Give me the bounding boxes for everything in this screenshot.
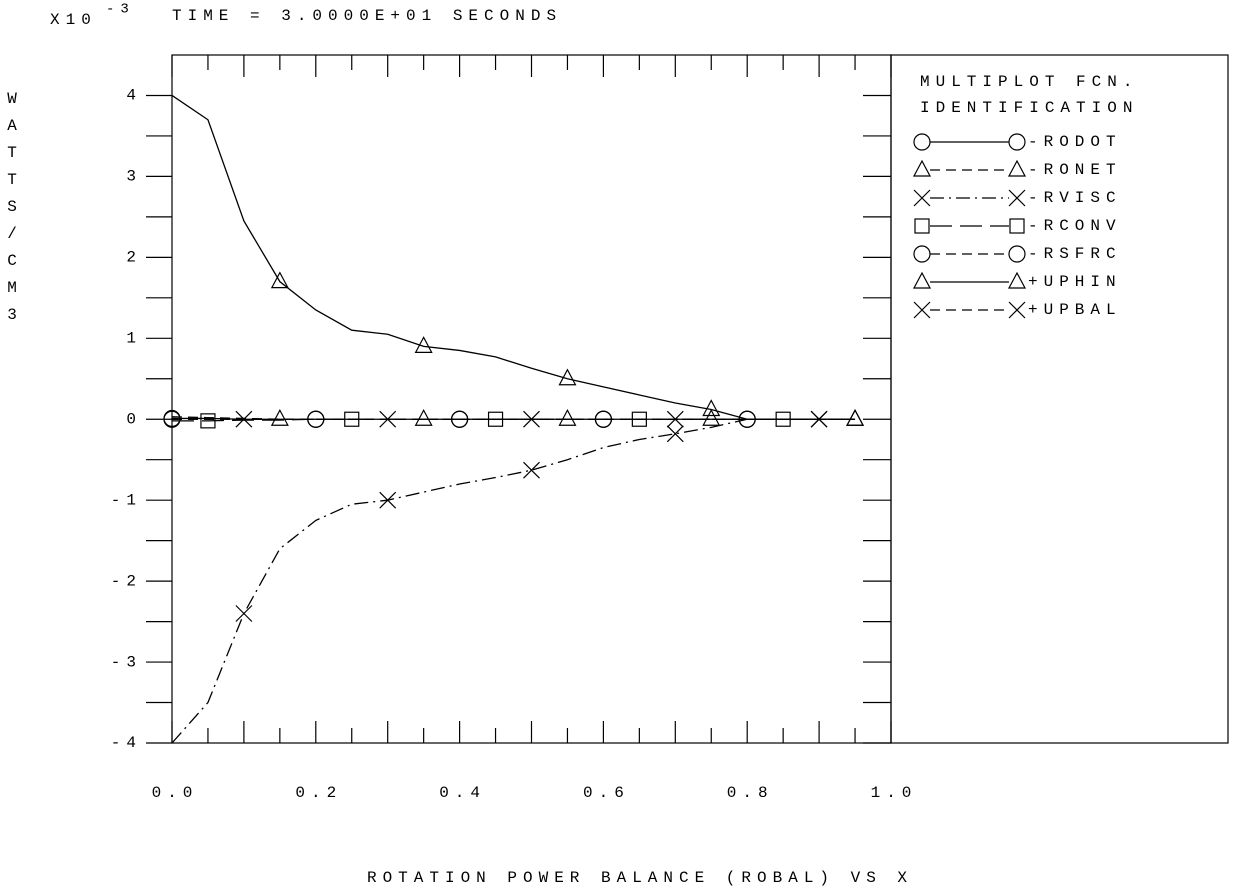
data-point: [666, 410, 684, 428]
y-tick-label: 1: [126, 330, 142, 348]
data-point: [846, 408, 865, 426]
x-tick-label: 0.6: [583, 784, 630, 802]
legend-marker: [1008, 301, 1026, 319]
legend-marker: [913, 159, 931, 177]
legend-label: -RONET: [1028, 161, 1122, 179]
y-tick-label: -1: [111, 491, 142, 509]
data-point: [200, 413, 216, 429]
legend-frame: [890, 54, 1229, 744]
y-tick-label: 4: [126, 87, 142, 105]
data-point: [702, 399, 721, 417]
data-point: [414, 408, 433, 426]
series-line: [171, 418, 856, 744]
legend-marker: [913, 301, 931, 319]
data-point: [666, 425, 684, 443]
y-tick-label: 2: [126, 249, 142, 267]
data-point: [235, 605, 253, 622]
legend-marker: [1008, 133, 1026, 151]
plot-frame: [171, 54, 892, 744]
legend-label: -RVISC: [1028, 189, 1122, 207]
x-tick-label: 0.8: [727, 784, 774, 802]
data-point: [846, 408, 865, 426]
legend-title: MULTIPLOT FCN.: [920, 73, 1138, 91]
y-tick-label: -2: [111, 572, 142, 590]
legend-marker: [1008, 159, 1026, 177]
data-point: [235, 410, 253, 428]
y-axis-label: WATTS/CM3: [3, 90, 21, 333]
data-point: [523, 410, 540, 428]
legend-marker: [914, 218, 930, 234]
chart-title: TIME = 3.0000E+01 SECONDS: [172, 7, 562, 25]
legend-marker: [913, 189, 931, 207]
data-point: [810, 410, 828, 428]
legend-marker: [913, 133, 931, 151]
data-point: [344, 411, 360, 427]
legend-marker: [1008, 271, 1026, 289]
data-point: [702, 408, 721, 426]
y-multiplier: X10: [50, 11, 97, 29]
x-tick-label: 0.2: [295, 784, 342, 802]
data-point: [558, 368, 577, 386]
legend-label: -RODOT: [1028, 133, 1122, 151]
data-point: [379, 491, 397, 509]
data-point: [487, 411, 504, 427]
data-point: [523, 461, 540, 479]
y-exponent: -3: [106, 2, 135, 18]
legend-marker: [1008, 189, 1026, 207]
x-tick-label: 0.4: [439, 784, 486, 802]
data-point: [270, 271, 289, 289]
legend-label: -RSFRC: [1028, 245, 1122, 263]
y-tick-label: 0: [126, 410, 142, 428]
legend-label: +UPHIN: [1028, 273, 1122, 291]
data-point: [414, 336, 433, 353]
legend-marker: [1009, 218, 1025, 234]
data-point: [270, 408, 289, 426]
y-tick-label: -3: [111, 653, 142, 671]
legend-marker: [913, 271, 931, 289]
data-point: [379, 410, 397, 428]
x-tick-label: 0.0: [152, 784, 199, 802]
legend-label: -RCONV: [1028, 217, 1122, 235]
series-line: [171, 94, 856, 420]
x-axis-label: ROTATION POWER BALANCE (ROBAL) VS X: [367, 869, 913, 887]
data-point: [631, 411, 647, 427]
legend-marker: [1008, 245, 1026, 263]
legend-label: +UPBAL: [1028, 301, 1122, 319]
legend-marker: [913, 245, 931, 263]
y-tick-label: 3: [126, 168, 142, 186]
x-tick-label: 1.0: [871, 784, 918, 802]
data-point: [558, 408, 577, 426]
legend-title: IDENTIFICATION: [920, 99, 1138, 117]
y-tick-label: -4: [111, 734, 142, 752]
